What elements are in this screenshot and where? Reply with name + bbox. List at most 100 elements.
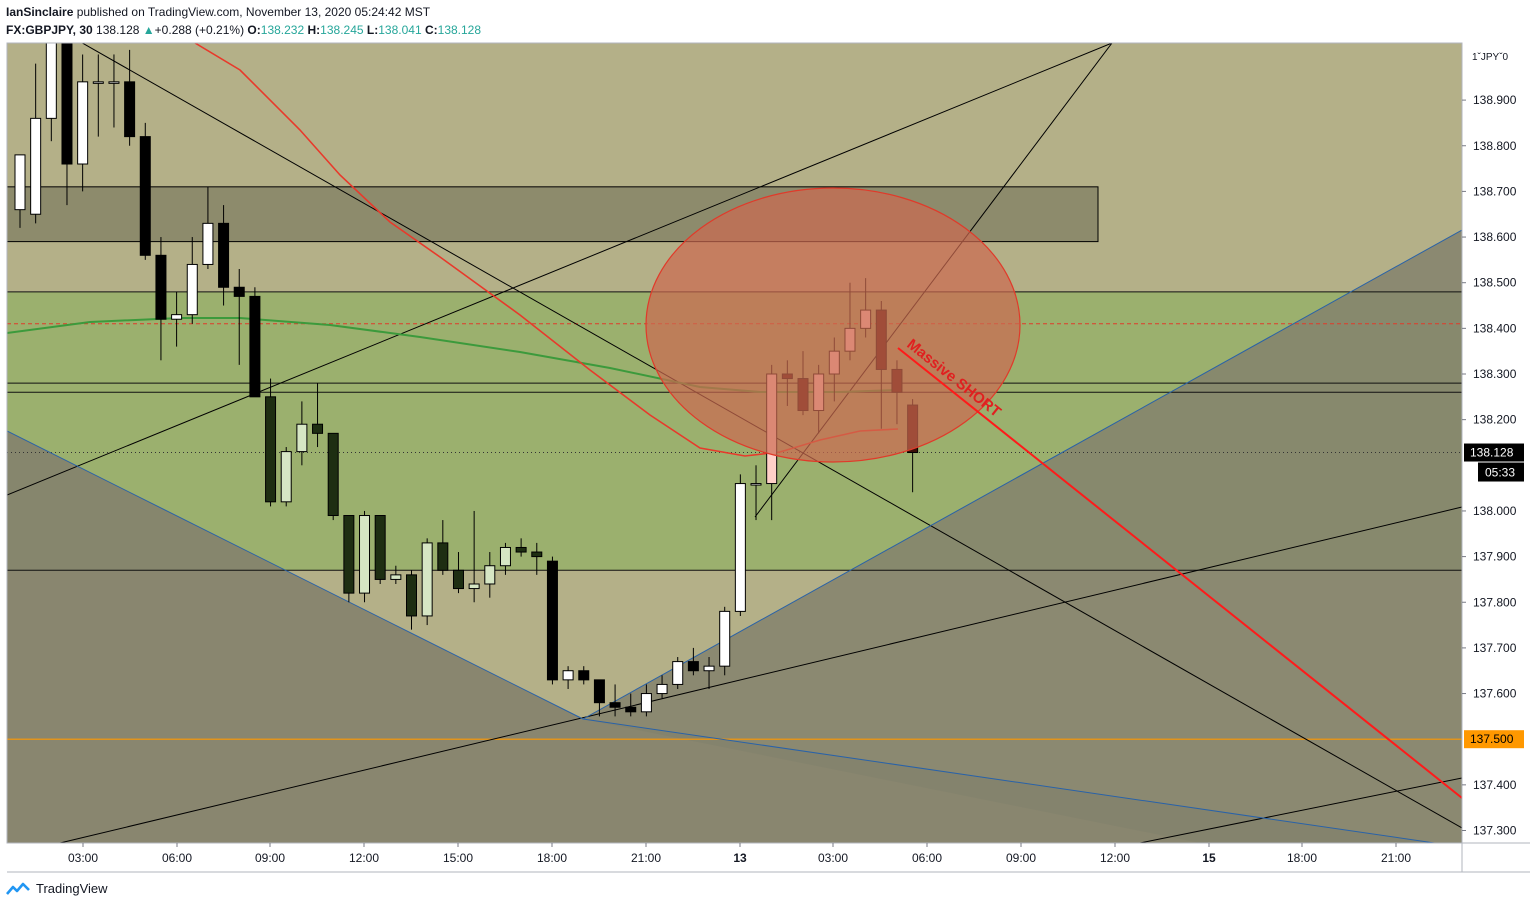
high-label: H:: [307, 23, 321, 37]
candle-body: [108, 81, 120, 84]
open-label: O:: [247, 23, 261, 37]
candle: [124, 49, 136, 146]
y-tick-label: 138.000: [1473, 504, 1517, 518]
candle-body: [578, 670, 590, 681]
author-name[interactable]: IanSinclaire: [6, 5, 74, 19]
candle: [499, 542, 511, 575]
close-label: C:: [424, 23, 438, 37]
last-price-tag: [1464, 443, 1524, 462]
x-tick-label: 21:00: [631, 851, 661, 865]
x-tick-label: 06:00: [912, 851, 942, 865]
candle-body: [593, 679, 605, 704]
candle-body: [92, 81, 104, 84]
x-tick-label: 09:00: [255, 851, 285, 865]
candle: [202, 186, 214, 270]
candle: [296, 401, 308, 466]
x-tick-label: 18:00: [537, 851, 567, 865]
low-value: 138.041: [378, 23, 422, 37]
candle-body: [672, 661, 684, 685]
footer-brand[interactable]: TradingView: [6, 881, 108, 896]
candle-body: [14, 154, 26, 211]
candle-body: [609, 702, 621, 708]
candle: [515, 538, 527, 557]
candle: [452, 552, 464, 594]
x-tick-label: 15: [1202, 851, 1216, 865]
candle-body: [515, 546, 527, 553]
y-tick-label: 138.400: [1473, 321, 1517, 335]
candle-body: [202, 222, 214, 265]
candle-body: [359, 515, 371, 594]
lower-left-wedge: [7, 431, 1462, 843]
last-price: 138.128: [96, 23, 140, 37]
candle: [750, 465, 762, 521]
candle: [108, 54, 120, 128]
candle: [672, 657, 684, 689]
publish-line: IanSinclaire published on TradingView.co…: [6, 5, 430, 19]
candle-body: [484, 565, 496, 585]
price-chart[interactable]: Massive SHORT 1ˇJPYˇ0 138.900 138.800 138.70…: [0, 0, 1530, 880]
candle-body: [546, 560, 558, 681]
candle: [656, 675, 668, 699]
candle: [327, 432, 339, 521]
candle: [531, 542, 543, 575]
up-arrow-icon: ▲: [142, 23, 155, 37]
y-tick-label: 138.300: [1473, 367, 1517, 381]
candle: [390, 565, 402, 584]
candle-body: [750, 483, 762, 486]
candle: [14, 154, 26, 228]
y-tick-label: 137.600: [1473, 687, 1517, 701]
candle-body: [218, 222, 230, 288]
tradingview-logo-icon: [6, 882, 30, 895]
brand-name: TradingView: [36, 881, 108, 896]
y-tick-label: 137.300: [1473, 824, 1517, 838]
x-tick-label: 03:00: [818, 851, 848, 865]
candle-body: [421, 542, 433, 617]
x-tick-label: 12:00: [349, 851, 379, 865]
candle: [578, 666, 590, 685]
candle: [186, 237, 198, 324]
orange-level-label: 137.500: [1470, 732, 1514, 746]
candle-body: [280, 451, 292, 503]
candle: [139, 122, 151, 260]
candle-body: [452, 569, 464, 590]
candle-body: [499, 546, 511, 567]
candle-body: [171, 314, 183, 320]
x-tick-label: 18:00: [1287, 851, 1317, 865]
high-value: 138.245: [320, 23, 364, 37]
candle-body: [233, 286, 245, 297]
trend-line: [1139, 777, 1462, 843]
y-tick-label: 137.800: [1473, 595, 1517, 609]
trend-line: [7, 430, 584, 720]
candle: [640, 684, 652, 717]
candle: [703, 657, 715, 689]
close-value: 138.128: [437, 23, 482, 37]
candle: [249, 287, 261, 398]
candle: [265, 378, 277, 507]
candle: [719, 606, 731, 676]
ohlc-legend: FX:GBPJPY, 30 138.128 ▲+0.288 (+0.21%) O…: [6, 23, 481, 37]
candle: [468, 510, 480, 603]
candle-body: [531, 551, 543, 558]
candle-body: [155, 254, 167, 320]
candle-body: [296, 423, 308, 453]
x-tick-label: 09:00: [1006, 851, 1036, 865]
y-tick-label: 138.600: [1473, 230, 1517, 244]
candle-body: [468, 583, 480, 590]
candle: [421, 538, 433, 626]
candle: [625, 693, 637, 717]
x-tick-label: 03:00: [68, 851, 98, 865]
candle: [609, 684, 621, 717]
candle-body: [45, 43, 57, 119]
candle: [61, 43, 73, 206]
countdown-label: 05:33: [1485, 466, 1515, 480]
candle-body: [186, 263, 198, 316]
candle-body: [312, 423, 324, 434]
price-change: +0.288 (+0.21%): [154, 23, 245, 37]
candle-body: [374, 515, 386, 580]
candle-body: [249, 295, 261, 398]
candle: [171, 291, 183, 347]
trend-line: [7, 43, 1113, 496]
candle-body: [77, 81, 89, 165]
candle-body: [719, 610, 731, 667]
candle: [77, 54, 89, 192]
